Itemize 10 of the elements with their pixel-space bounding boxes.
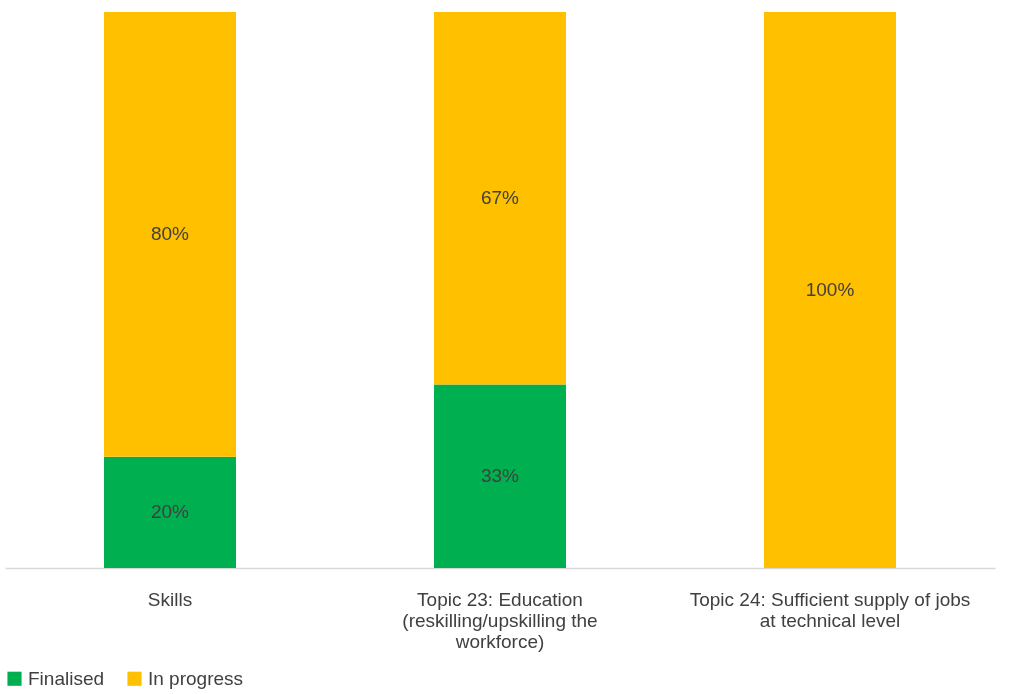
x-tick-label: Topic 23: Education (reskilling/upskilling the workforce)	[402, 588, 598, 652]
data-label: 67%	[480, 187, 520, 209]
data-label: 100%	[805, 279, 855, 300]
data-label: 33%	[480, 465, 520, 487]
legend-label: In progress	[148, 667, 244, 689]
legend-label: Finalised	[28, 667, 105, 689]
x-tick-label: Skills	[147, 588, 193, 610]
data-label: 20%	[150, 501, 190, 523]
data-label: 80%	[150, 223, 190, 245]
x-tick-label: Topic 24: Sufficient supply of jobs at technical level	[689, 588, 971, 631]
